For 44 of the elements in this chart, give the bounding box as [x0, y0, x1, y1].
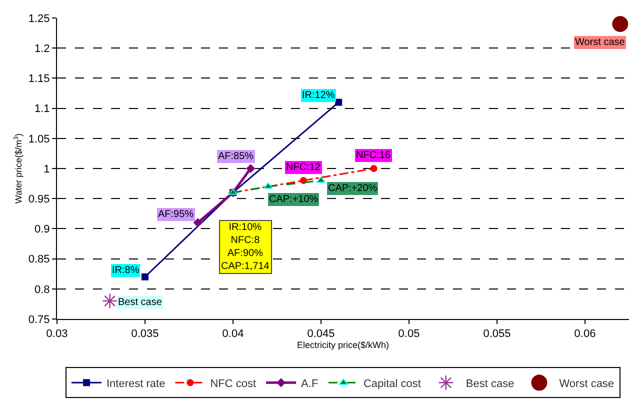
annotation: Best case: [118, 297, 162, 308]
x-tick-label: 0.04: [222, 328, 244, 340]
annotation: NFC:12: [286, 162, 321, 173]
point: [300, 177, 307, 184]
y-tick-label: 1: [44, 163, 50, 176]
x-tick-label: 0.035: [131, 328, 159, 340]
point: [102, 293, 118, 309]
annotation: IR:12%: [302, 90, 335, 101]
x-tick-label: 0.05: [398, 328, 420, 340]
point: [335, 98, 342, 106]
legend-label: Interest rate: [106, 378, 166, 390]
annotation: Worst case: [575, 37, 626, 48]
y-tick-label: 0.9: [34, 224, 50, 236]
y-tick-label: 0.85: [28, 254, 50, 266]
y-tick-label: 1.2: [34, 42, 50, 55]
y-tick-label: 1.05: [28, 133, 50, 146]
y-tick-label: 0.8: [34, 284, 50, 296]
x-tick-label: 0.06: [574, 328, 596, 340]
x-tick-label: 0.045: [307, 328, 335, 340]
x-axis-title: Electricity price($/kWh): [296, 340, 390, 350]
y-tick-label: 1.1: [34, 103, 50, 116]
point: [193, 218, 202, 228]
annotation: IR:10% NFC:8 AF:90% CAP:1,714: [221, 222, 270, 272]
point: [246, 164, 256, 174]
y-tick-label: 0.95: [28, 193, 50, 206]
y-tick-label: 0.75: [28, 314, 50, 326]
x-tick-label: 0.055: [483, 328, 511, 340]
annotation: IR:8%: [112, 265, 140, 276]
legend-label: Best case: [466, 378, 514, 390]
legend-label: Worst case: [559, 378, 614, 390]
legend-label: A.F: [301, 378, 318, 390]
annotation: AF:85%: [218, 151, 254, 162]
annotation: CAP:+10%: [269, 194, 318, 205]
annotation: CAP:+20%: [328, 183, 378, 194]
x-tick-label: 0.03: [46, 328, 68, 340]
point: [370, 165, 378, 172]
y-tick-label: 1.15: [28, 73, 50, 86]
annotation: NFC:16: [356, 150, 391, 161]
y-tick-label: 1.25: [28, 12, 50, 25]
point: [142, 273, 148, 280]
legend-label: Capital cost: [363, 378, 421, 390]
legend-label: NFC cost: [210, 378, 256, 390]
point: [612, 16, 628, 32]
annotation: AF:95%: [158, 209, 194, 220]
